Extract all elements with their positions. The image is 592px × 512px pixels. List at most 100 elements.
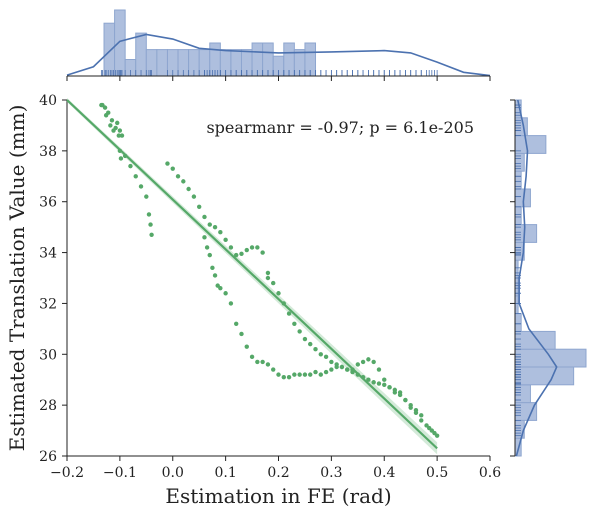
scatter-point xyxy=(133,174,138,179)
scatter-point xyxy=(334,362,339,367)
scatter-point xyxy=(117,128,123,133)
scatter-point xyxy=(116,133,122,138)
scatter-point xyxy=(366,377,371,382)
scatter-point xyxy=(218,285,223,291)
scatter-point xyxy=(191,194,197,199)
scatter-point xyxy=(286,374,292,380)
y-histogram-bar xyxy=(514,366,575,386)
scatter-point xyxy=(292,321,297,326)
scatter-point xyxy=(281,301,286,306)
scatter-point xyxy=(432,430,437,436)
scatter-point xyxy=(376,367,382,372)
y-histogram-bar xyxy=(514,330,556,350)
x-tick-label: 0.1 xyxy=(214,465,236,481)
scatter-point xyxy=(276,372,281,377)
marginal-x xyxy=(66,9,491,81)
scatter-point xyxy=(360,374,366,380)
scatter-point xyxy=(265,362,271,367)
scatter-point xyxy=(210,265,215,271)
scatter-point xyxy=(318,372,323,377)
scatter-point xyxy=(308,372,313,377)
y-tick-label: 40 xyxy=(39,93,57,109)
scatter-point xyxy=(413,408,419,413)
scatter-point xyxy=(109,118,115,123)
scatter-point xyxy=(313,369,318,375)
scatter-point xyxy=(329,367,334,372)
scatter-point xyxy=(323,369,329,375)
scatter-point xyxy=(397,390,403,395)
scatter-point xyxy=(265,275,271,281)
scatter-point xyxy=(119,133,125,138)
scatter-point xyxy=(345,367,350,372)
x-histogram-bar xyxy=(114,9,126,77)
scatter-point xyxy=(260,250,265,255)
scatter-point xyxy=(218,230,223,235)
scatter-point xyxy=(276,291,281,296)
scatter-point xyxy=(382,382,387,387)
scatter-point xyxy=(323,354,329,360)
scatter-point xyxy=(260,359,265,365)
scatter-point xyxy=(146,212,152,217)
scatter-point xyxy=(149,232,154,237)
scatter-point xyxy=(286,311,292,316)
y-tick-label: 38 xyxy=(39,144,57,160)
scatter-point xyxy=(244,247,249,253)
y-axis-title: Estimated Translation Value (mm) xyxy=(5,105,29,452)
scatter-point xyxy=(408,402,413,408)
scatter-point xyxy=(355,372,361,377)
x-tick-label: 0.0 xyxy=(162,465,184,481)
marginal-y xyxy=(510,99,587,457)
scatter-point xyxy=(329,359,334,365)
y-tick-label: 30 xyxy=(39,347,57,363)
scatter-point xyxy=(355,362,361,367)
x-axis-title: Estimation in FE (rad) xyxy=(165,484,391,508)
scatter-point xyxy=(371,380,376,385)
scatter-point xyxy=(204,245,210,250)
main-plot: −0.2 −0.1 0.0 0.1 0.2 0.3 0.4 0.5 0.6 26 28 30 32 34 3… xyxy=(5,93,501,508)
scatter-point xyxy=(255,359,260,365)
scatter-point xyxy=(249,354,255,360)
scatter-point xyxy=(249,245,255,250)
scatter-point xyxy=(271,367,276,372)
scatter-point xyxy=(99,102,104,108)
scatter-point xyxy=(181,179,186,184)
x-tick-label: 0.3 xyxy=(320,465,342,481)
scatter-point xyxy=(360,359,366,365)
scatter-point xyxy=(234,321,239,326)
scatter-point xyxy=(426,425,432,431)
y-tick-label: 32 xyxy=(39,296,57,312)
scatter-point xyxy=(118,156,124,161)
scatter-point xyxy=(281,374,286,380)
scatter-point xyxy=(202,235,207,240)
scatter-point xyxy=(228,301,234,306)
scatter-point xyxy=(138,184,144,189)
scatter-point xyxy=(302,372,308,377)
scatter-point xyxy=(223,291,228,296)
scatter-point xyxy=(202,214,207,220)
scatter-point xyxy=(366,357,371,362)
y-kde-curve xyxy=(515,99,558,457)
scatter-point xyxy=(102,105,108,110)
scatter-point xyxy=(212,273,218,278)
scatter-point xyxy=(239,331,244,337)
scatter-point xyxy=(376,381,382,386)
x-kde-curve xyxy=(66,33,491,77)
scatter-point xyxy=(108,123,113,128)
scatter-point xyxy=(234,252,239,258)
scatter-point xyxy=(122,153,128,159)
x-histogram-bar xyxy=(156,49,168,77)
x-tick-label: 0.4 xyxy=(373,465,395,481)
scatter-point xyxy=(419,413,424,418)
scatter-point xyxy=(196,204,202,209)
scatter-point xyxy=(339,364,345,370)
x-tick-label: −0.1 xyxy=(103,465,137,481)
scatter-point xyxy=(297,329,302,334)
scatter-point xyxy=(117,148,123,154)
scatter-point xyxy=(302,336,308,342)
y-histogram-bar xyxy=(514,313,522,332)
scatter-point xyxy=(207,252,212,258)
stats-annotation: spearmanr = -0.97; p = 6.1e-205 xyxy=(206,118,474,137)
scatter-point xyxy=(128,163,133,169)
scatter-point xyxy=(148,222,153,227)
